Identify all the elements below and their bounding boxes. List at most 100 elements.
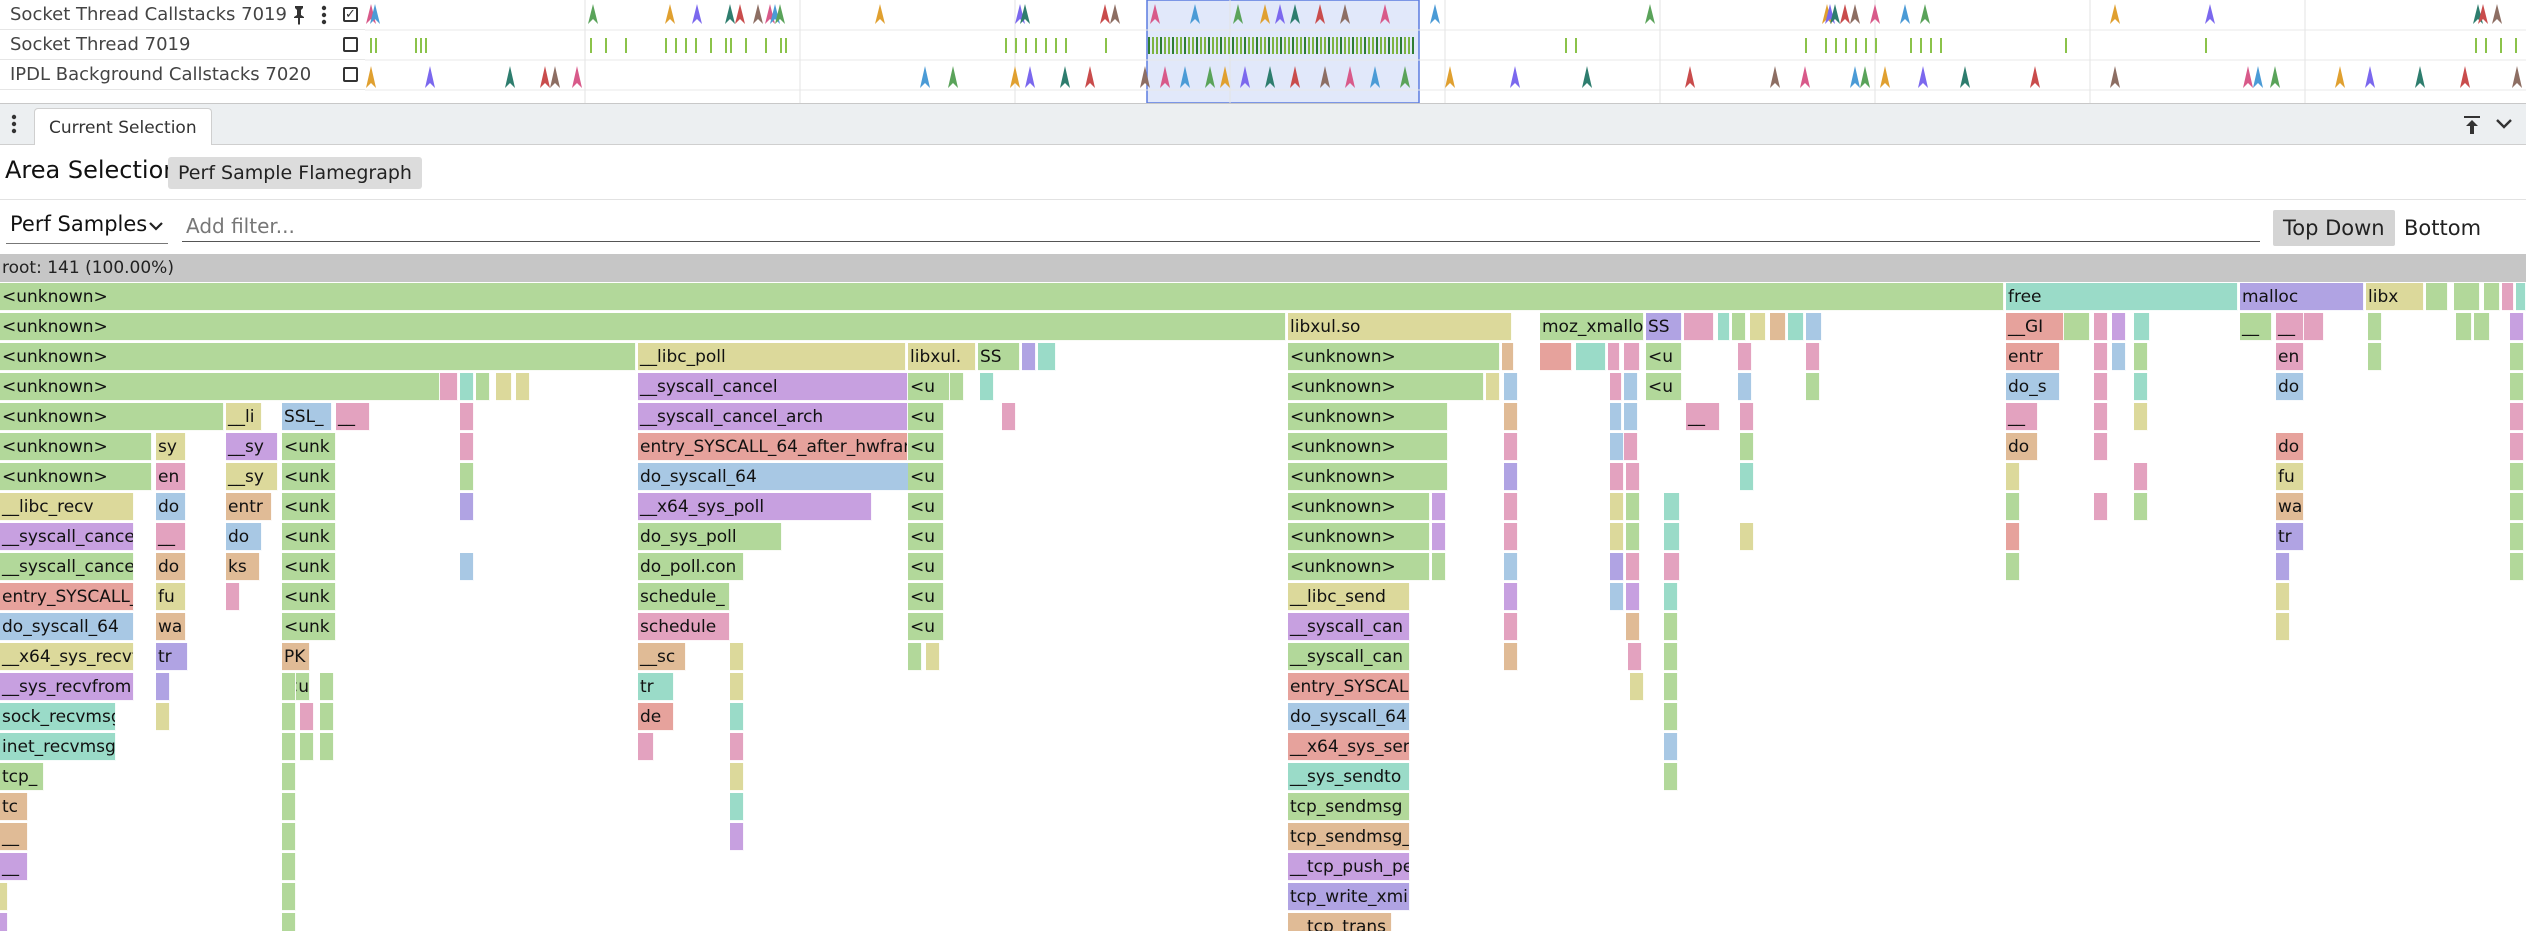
sample-marker[interactable] bbox=[1320, 66, 1330, 88]
sample-bar[interactable] bbox=[1065, 38, 1067, 53]
sample-marker[interactable] bbox=[1290, 66, 1300, 88]
flame-frame[interactable]: <u bbox=[908, 553, 944, 581]
sample-marker[interactable] bbox=[1380, 4, 1390, 24]
sample-marker[interactable] bbox=[1020, 4, 1030, 24]
flame-frame-small[interactable] bbox=[2006, 463, 2020, 491]
track-checkbox[interactable]: ✓ bbox=[343, 7, 358, 22]
sample-bar[interactable] bbox=[1292, 37, 1294, 54]
sample-marker[interactable] bbox=[1850, 4, 1860, 24]
flame-frame-small[interactable] bbox=[282, 703, 296, 731]
more-vert-icon[interactable] bbox=[320, 4, 328, 29]
flame-frame[interactable]: __ bbox=[2006, 403, 2038, 431]
tab-current-selection[interactable]: Current Selection bbox=[34, 108, 212, 146]
flame-frame[interactable]: malloc bbox=[2240, 283, 2364, 311]
sample-marker[interactable] bbox=[1085, 66, 1095, 88]
flame-frame-small[interactable] bbox=[1504, 523, 1518, 551]
sample-bar[interactable] bbox=[1400, 37, 1402, 54]
flame-frame-small[interactable] bbox=[1626, 493, 1640, 521]
flame-frame-small[interactable] bbox=[1664, 523, 1680, 551]
sample-bar[interactable] bbox=[1565, 38, 1567, 53]
flame-frame[interactable]: inet_recvmsg bbox=[0, 733, 116, 761]
sample-bar[interactable] bbox=[2485, 38, 2487, 53]
sample-bar[interactable] bbox=[420, 38, 422, 53]
sample-bar[interactable] bbox=[1356, 37, 1358, 54]
flame-frame[interactable]: __ bbox=[2240, 313, 2272, 341]
flame-frame-small[interactable] bbox=[926, 643, 940, 671]
sample-marker[interactable] bbox=[2110, 66, 2120, 88]
sample-bar[interactable] bbox=[1380, 37, 1382, 54]
sample-bar[interactable] bbox=[1180, 37, 1182, 54]
flame-frame[interactable]: SS bbox=[978, 343, 1020, 371]
sample-marker[interactable] bbox=[366, 66, 376, 88]
sample-marker[interactable] bbox=[1370, 66, 1380, 88]
sample-marker[interactable] bbox=[1180, 66, 1190, 88]
flame-frame[interactable]: tcp_sendmsg_l bbox=[1288, 823, 1410, 851]
flame-frame[interactable]: <unknown> bbox=[1288, 523, 1430, 551]
sample-marker[interactable] bbox=[735, 4, 745, 24]
flame-frame[interactable]: entr bbox=[226, 493, 272, 521]
sample-bar[interactable] bbox=[1196, 37, 1198, 54]
flame-frame-small[interactable] bbox=[2426, 283, 2448, 311]
flame-frame[interactable]: do_syscall_64 bbox=[1288, 703, 1410, 731]
sample-bar[interactable] bbox=[1348, 37, 1350, 54]
flame-frame-small[interactable] bbox=[282, 823, 296, 851]
flame-frame-small[interactable] bbox=[1664, 643, 1678, 671]
flame-frame-small[interactable] bbox=[282, 673, 296, 701]
flame-frame-small[interactable] bbox=[1740, 523, 1754, 551]
sample-bar[interactable] bbox=[780, 38, 782, 53]
flame-frame-small[interactable] bbox=[2094, 343, 2108, 371]
sample-bar[interactable] bbox=[1252, 37, 1254, 54]
sample-marker[interactable] bbox=[1345, 66, 1355, 88]
flame-frame[interactable]: tr bbox=[2276, 523, 2304, 551]
flame-frame[interactable]: <u bbox=[908, 373, 950, 401]
sample-bar[interactable] bbox=[370, 38, 372, 53]
sample-marker[interactable] bbox=[2030, 66, 2040, 88]
sample-marker[interactable] bbox=[1582, 66, 1592, 88]
sample-bar[interactable] bbox=[1920, 38, 1922, 53]
sample-bar[interactable] bbox=[1276, 37, 1278, 54]
sample-bar[interactable] bbox=[2515, 38, 2517, 53]
flame-frame[interactable]: <unk bbox=[282, 433, 336, 461]
flame-frame-small[interactable] bbox=[1624, 373, 1638, 401]
flame-frame-small[interactable] bbox=[1504, 553, 1518, 581]
sample-marker[interactable] bbox=[1100, 4, 1110, 24]
flame-frame[interactable]: __ bbox=[1686, 403, 1720, 431]
flame-frame-small[interactable] bbox=[1664, 703, 1678, 731]
sample-bar[interactable] bbox=[1412, 37, 1414, 54]
sample-bar[interactable] bbox=[1172, 37, 1174, 54]
sample-bar[interactable] bbox=[1316, 37, 1318, 54]
sample-marker[interactable] bbox=[1880, 66, 1890, 88]
flame-frame[interactable]: do_syscall_64 bbox=[638, 463, 910, 491]
sample-marker[interactable] bbox=[1260, 4, 1270, 24]
flame-frame[interactable]: __libc_poll bbox=[638, 343, 906, 371]
sample-bar[interactable] bbox=[765, 38, 767, 53]
sample-bar[interactable] bbox=[1015, 38, 1017, 53]
sample-bar[interactable] bbox=[1368, 37, 1370, 54]
filter-input[interactable] bbox=[182, 210, 2260, 242]
bottom-up-button[interactable]: Bottom Up bbox=[2404, 216, 2482, 276]
flame-frame[interactable]: __libc_send bbox=[1288, 583, 1410, 611]
flame-frame[interactable]: entry_SYSCALL_64_after_hwframe bbox=[638, 433, 908, 461]
flame-frame[interactable]: <unknown> bbox=[1288, 343, 1500, 371]
flame-frame-small[interactable] bbox=[2510, 313, 2524, 341]
flame-frame-small[interactable] bbox=[1624, 433, 1638, 461]
flamegraph-root[interactable]: root: 141 (100.00%) bbox=[0, 254, 2526, 282]
flame-frame-small[interactable] bbox=[1486, 373, 1500, 401]
flame-frame[interactable]: <unknown> bbox=[0, 313, 1286, 341]
flame-frame-small[interactable] bbox=[320, 733, 334, 761]
flame-frame[interactable]: __x64_sys_recvf bbox=[0, 643, 134, 671]
flame-frame[interactable]: __syscall_cance bbox=[0, 553, 134, 581]
flame-frame-small[interactable] bbox=[730, 763, 744, 791]
flame-frame-small[interactable] bbox=[1504, 403, 1518, 431]
sample-marker[interactable] bbox=[1190, 4, 1200, 24]
flame-frame-small[interactable] bbox=[2510, 463, 2524, 491]
flame-frame[interactable]: <unk bbox=[282, 613, 336, 641]
flame-frame[interactable]: tr bbox=[156, 643, 188, 671]
flame-frame-small[interactable] bbox=[1504, 643, 1518, 671]
sample-bar[interactable] bbox=[1280, 37, 1282, 54]
flame-frame-small[interactable] bbox=[730, 793, 744, 821]
flame-frame[interactable]: moz_xmalloc bbox=[1540, 313, 1644, 341]
perf-sample-flamegraph-chip[interactable]: Perf Sample Flamegraph bbox=[168, 157, 422, 189]
flame-frame-small[interactable] bbox=[156, 703, 170, 731]
flame-frame[interactable]: PK bbox=[282, 643, 310, 671]
